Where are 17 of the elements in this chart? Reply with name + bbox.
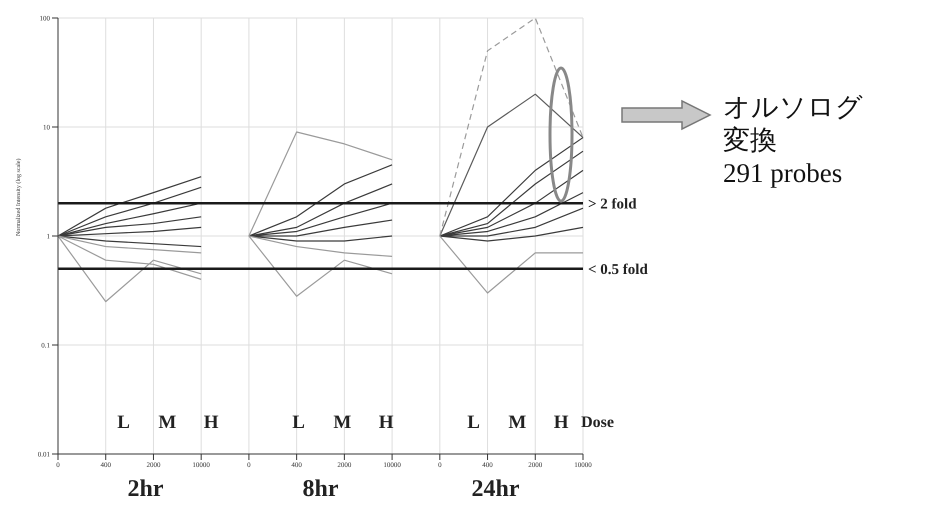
annotation: H [552,412,570,434]
ref-line-label: > 2 fold [588,196,638,213]
text: 2hr [126,476,164,503]
annotation: M [507,412,528,434]
annotation: H [378,412,395,434]
annotation: Dose [581,414,614,432]
text: オルソログ変換 [723,90,863,157]
annotation: L [116,412,131,434]
annotation: H [202,412,220,434]
text: 24hr [470,476,520,503]
annotation: L [466,412,481,434]
ref-line-label: < 0.5 fold [588,262,648,278]
text: 291 probes [723,156,844,190]
annotation: L [291,412,306,434]
text: 8hr [302,476,340,503]
annotation: M [332,412,352,434]
annotation: M [157,412,178,434]
